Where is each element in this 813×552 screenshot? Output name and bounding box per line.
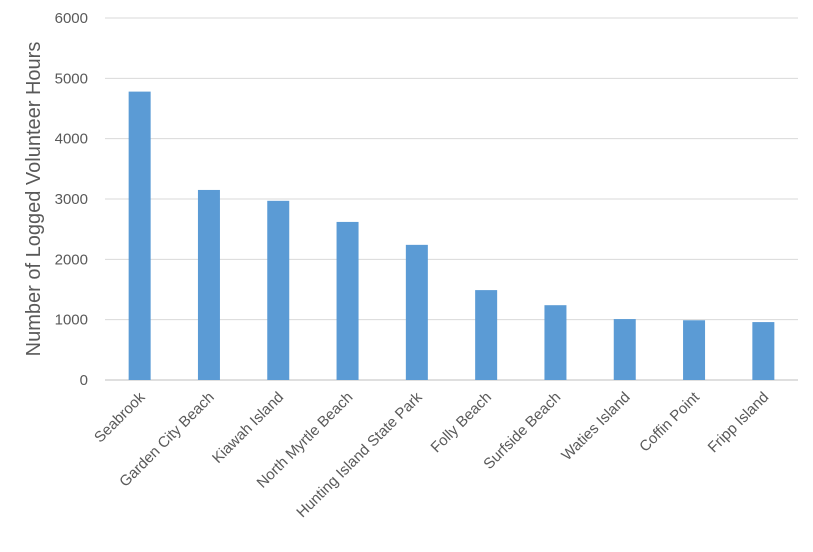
y-tick-label: 3000 [55, 191, 88, 208]
y-tick-label: 5000 [55, 70, 88, 87]
bar [128, 91, 151, 381]
y-tick-label: 1000 [55, 312, 88, 329]
bar [405, 244, 428, 380]
category-label: Coffin Point [636, 388, 703, 455]
bar [475, 290, 498, 380]
bar [683, 320, 706, 380]
y-axis-title: Number of Logged Volunteer Hours [23, 42, 45, 357]
bars [128, 91, 775, 381]
y-tick-label: 4000 [55, 131, 88, 148]
y-tick-labels: 0 1000 2000 3000 4000 5000 6000 [55, 10, 88, 389]
bar [267, 200, 290, 380]
bar [197, 189, 220, 380]
bar [752, 322, 775, 380]
y-tick-label: 6000 [55, 10, 88, 27]
y-tick-label: 2000 [55, 251, 88, 268]
category-label: Hunting Island State Park [293, 388, 426, 521]
category-label: Kiawah Island [209, 389, 287, 467]
category-label: Seabrook [91, 388, 149, 446]
bar [613, 319, 636, 380]
bar [544, 305, 567, 380]
y-tick-label: 0 [80, 372, 88, 389]
gridlines [105, 17, 798, 381]
category-label: Waties Island [558, 389, 633, 464]
category-label: Folly Beach [428, 389, 495, 456]
bar [336, 221, 359, 380]
category-label: Fripp Island [705, 389, 772, 456]
